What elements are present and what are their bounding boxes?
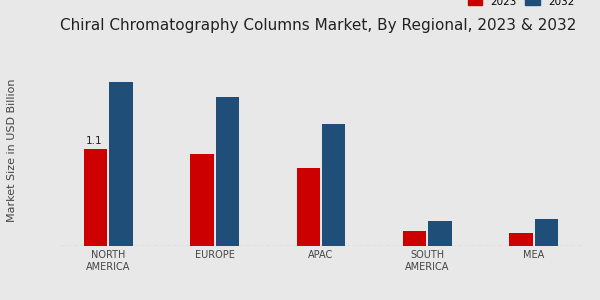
Bar — [509, 233, 533, 246]
Text: Chiral Chromatography Columns Market, By Regional, 2023 & 2032: Chiral Chromatography Columns Market, By… — [60, 18, 577, 33]
Bar — [109, 82, 133, 246]
Bar — [296, 168, 320, 246]
Bar — [322, 124, 346, 246]
Bar — [428, 221, 452, 246]
Bar — [190, 154, 214, 246]
Text: Market Size in USD Billion: Market Size in USD Billion — [7, 78, 17, 222]
Bar — [84, 148, 107, 246]
Text: 1.1: 1.1 — [86, 136, 103, 146]
Bar — [535, 219, 558, 246]
Bar — [403, 231, 427, 246]
Legend: 2023, 2032: 2023, 2032 — [466, 0, 577, 9]
Bar — [215, 97, 239, 246]
